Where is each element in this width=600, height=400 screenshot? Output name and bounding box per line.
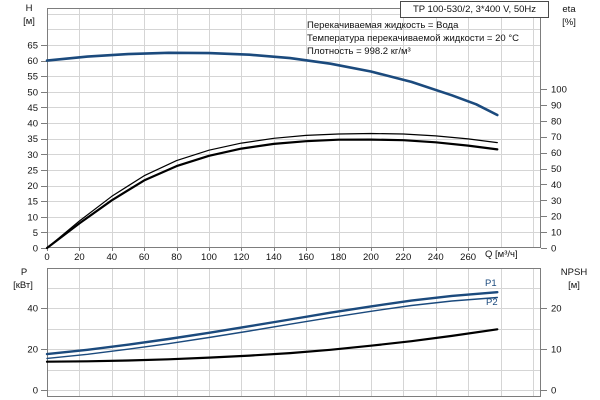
svg-text:220: 220 — [395, 252, 411, 263]
svg-text:160: 160 — [298, 252, 314, 263]
svg-text:90: 90 — [551, 100, 562, 111]
svg-text:60: 60 — [551, 148, 562, 159]
svg-text:120: 120 — [233, 252, 249, 263]
p-axis-label: P — [20, 267, 28, 278]
svg-text:240: 240 — [428, 252, 444, 263]
svg-text:40: 40 — [27, 119, 38, 130]
svg-text:100: 100 — [551, 85, 567, 96]
svg-text:0: 0 — [551, 244, 556, 255]
svg-text:50: 50 — [27, 87, 38, 98]
svg-text:45: 45 — [27, 103, 38, 114]
curve-eta-pump-and-motor — [45, 138, 499, 250]
svg-text:5: 5 — [33, 228, 38, 239]
h-axis-label: H — [25, 3, 33, 14]
svg-text:60: 60 — [27, 56, 38, 67]
annotation-density: Плотность = 998.2 кг/м³ — [307, 46, 411, 57]
svg-text:10: 10 — [551, 228, 562, 239]
annotation-temperature: Температура перекачиваемой жидкости = 20… — [307, 33, 519, 44]
p1-curve-label: P1 — [485, 278, 497, 289]
svg-text:200: 200 — [363, 252, 379, 263]
npsh-axis-label: NPSH — [560, 267, 588, 278]
svg-text:40: 40 — [551, 180, 562, 191]
head-and-efficiency-vs-flow: 0 5 10 15 20 25 30 35 40 45 50 55 60 65 0 10 20 30 40 50 60 7… — [27, 8, 567, 263]
eta-axis-label: eta — [562, 4, 576, 15]
p-axis-unit: [кВт] — [13, 280, 33, 291]
curve-P1 — [45, 291, 499, 356]
curve-H — [45, 51, 499, 117]
power-and-npsh-vs-flow: 0 20 40 0 10 20 — [27, 268, 562, 397]
svg-text:20: 20 — [74, 252, 85, 263]
svg-text:55: 55 — [27, 72, 38, 83]
svg-text:20: 20 — [551, 212, 562, 223]
svg-text:40: 40 — [106, 252, 117, 263]
svg-text:30: 30 — [27, 150, 38, 161]
annotation-fluid: Перекачиваемая жидкость = Вода — [307, 20, 459, 31]
svg-text:10: 10 — [27, 212, 38, 223]
svg-text:100: 100 — [201, 252, 217, 263]
svg-text:70: 70 — [551, 132, 562, 143]
svg-text:25: 25 — [27, 165, 38, 176]
curve-eta-pump — [46, 132, 498, 249]
fluid-annotations: Перекачиваемая жидкость = Вода Температу… — [307, 19, 519, 58]
svg-text:15: 15 — [27, 197, 38, 208]
curve-P2 — [46, 296, 498, 360]
pump-title-box: TP 100-530/2, 3*400 V, 50Hz — [400, 1, 549, 18]
svg-text:20: 20 — [27, 345, 38, 356]
svg-text:30: 30 — [551, 196, 562, 207]
svg-text:180: 180 — [331, 252, 347, 263]
npsh-axis-unit: [м] — [568, 280, 580, 291]
svg-text:140: 140 — [266, 252, 282, 263]
svg-text:40: 40 — [27, 304, 38, 315]
svg-text:260: 260 — [460, 252, 476, 263]
svg-text:50: 50 — [551, 164, 562, 175]
p2-curve-label: P2 — [486, 297, 498, 308]
svg-text:0: 0 — [44, 252, 49, 263]
svg-text:20: 20 — [551, 304, 562, 315]
svg-text:80: 80 — [171, 252, 182, 263]
svg-text:80: 80 — [551, 116, 562, 127]
q-axis-label: Q [м³/ч] — [485, 249, 518, 260]
svg-text:0: 0 — [33, 244, 38, 255]
eta-axis-unit: [%] — [562, 17, 576, 28]
curve-NPSH — [45, 328, 499, 363]
svg-text:60: 60 — [139, 252, 150, 263]
svg-text:35: 35 — [27, 134, 38, 145]
svg-text:20: 20 — [27, 181, 38, 192]
svg-text:10: 10 — [551, 345, 562, 356]
svg-text:65: 65 — [27, 40, 38, 51]
svg-text:0: 0 — [33, 386, 38, 397]
h-axis-unit: [м] — [23, 16, 35, 27]
svg-text:0: 0 — [551, 386, 556, 397]
